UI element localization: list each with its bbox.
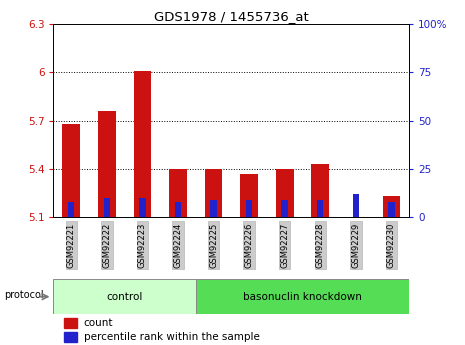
Bar bbox=[169, 169, 187, 217]
Bar bbox=[352, 194, 359, 217]
Bar bbox=[312, 164, 329, 217]
Bar bbox=[210, 200, 217, 217]
Text: GSM92227: GSM92227 bbox=[280, 223, 289, 268]
Bar bbox=[276, 169, 293, 217]
Bar bbox=[281, 200, 288, 217]
Bar bbox=[98, 111, 116, 217]
Bar bbox=[175, 202, 181, 217]
Bar bbox=[246, 200, 252, 217]
Bar bbox=[205, 169, 222, 217]
Bar bbox=[64, 318, 77, 328]
Bar bbox=[62, 124, 80, 217]
Text: GSM92222: GSM92222 bbox=[102, 223, 111, 268]
Text: GSM92229: GSM92229 bbox=[352, 223, 360, 268]
Text: GSM92230: GSM92230 bbox=[387, 223, 396, 268]
Bar bbox=[139, 198, 146, 217]
Bar bbox=[68, 202, 74, 217]
Bar bbox=[317, 200, 324, 217]
Text: GSM92226: GSM92226 bbox=[245, 223, 253, 268]
Bar bbox=[240, 174, 258, 217]
Text: GSM92225: GSM92225 bbox=[209, 223, 218, 268]
Text: basonuclin knockdown: basonuclin knockdown bbox=[243, 292, 362, 302]
Bar bbox=[388, 202, 395, 217]
Bar bbox=[133, 71, 151, 217]
Bar bbox=[64, 332, 77, 342]
Text: GSM92223: GSM92223 bbox=[138, 223, 147, 268]
Text: protocol: protocol bbox=[4, 290, 44, 300]
Text: GSM92221: GSM92221 bbox=[67, 223, 76, 268]
Bar bbox=[104, 198, 110, 217]
Bar bbox=[383, 196, 400, 217]
Title: GDS1978 / 1455736_at: GDS1978 / 1455736_at bbox=[154, 10, 309, 23]
Text: GSM92228: GSM92228 bbox=[316, 223, 325, 268]
FancyBboxPatch shape bbox=[196, 279, 409, 314]
Text: percentile rank within the sample: percentile rank within the sample bbox=[84, 332, 259, 342]
Text: count: count bbox=[84, 318, 113, 328]
FancyBboxPatch shape bbox=[53, 279, 196, 314]
Text: GSM92224: GSM92224 bbox=[173, 223, 182, 268]
Text: control: control bbox=[106, 292, 143, 302]
